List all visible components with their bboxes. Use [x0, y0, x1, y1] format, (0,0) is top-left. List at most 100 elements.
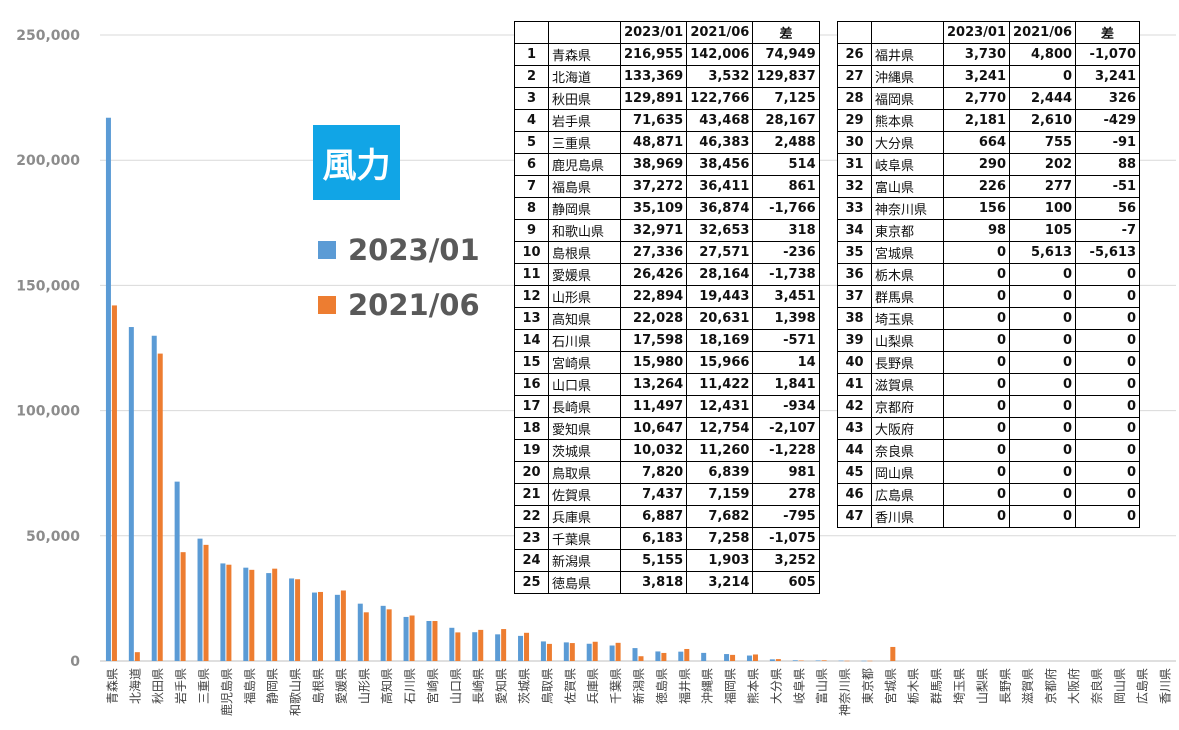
- legend-swatch-2023: [318, 241, 336, 259]
- bar-2021-5: [203, 544, 209, 661]
- table-row: 46 広島県 0 0 0: [837, 483, 1141, 506]
- rank-cell: 19: [514, 439, 549, 462]
- prefecture-cell: 宮城県: [871, 241, 944, 264]
- prefecture-cell: 群馬県: [871, 285, 944, 308]
- bar-2021-3: [157, 353, 163, 661]
- rank-cell: 10: [514, 241, 549, 264]
- bar-2021-12: [363, 612, 369, 661]
- chart-badge: 風力: [313, 125, 400, 200]
- value-2023-cell: 7,820: [619, 461, 688, 484]
- value-2023-cell: 10,032: [619, 439, 688, 462]
- value-2023-cell: 0: [942, 373, 1011, 396]
- bar-2023-29: [746, 655, 752, 661]
- header-cell: [548, 21, 621, 44]
- x-tick-label: 愛知県: [495, 668, 509, 704]
- table-row: 5 三重県 48,871 46,383 2,488: [514, 131, 820, 154]
- bar-2023-3: [151, 335, 157, 661]
- bar-2023-30: [769, 659, 775, 661]
- value-2021-cell: 3,214: [686, 571, 754, 594]
- diff-cell: 605: [752, 571, 820, 594]
- bar-2021-16: [455, 632, 461, 661]
- table-row: 11 愛媛県 26,426 28,164 -1,738: [514, 263, 820, 286]
- rank-cell: 44: [837, 439, 872, 462]
- x-tick-label: 愛媛県: [334, 668, 348, 704]
- rank-cell: 26: [837, 43, 872, 66]
- value-2021-cell: 202: [1009, 153, 1077, 176]
- table-row: 25 徳島県 3,818 3,214 605: [514, 571, 820, 594]
- x-tick-label: 広島県: [1135, 668, 1150, 704]
- value-2021-cell: 277: [1009, 175, 1077, 198]
- prefecture-cell: 新潟県: [548, 549, 621, 572]
- bar-2023-4: [174, 481, 180, 661]
- value-2021-cell: 38,456: [686, 153, 754, 176]
- rank-cell: 20: [514, 461, 549, 484]
- value-2023-cell: 0: [942, 461, 1011, 484]
- header-cell: [871, 21, 944, 44]
- bar-2023-32: [815, 660, 821, 661]
- x-tick-label: 島根県: [311, 668, 326, 704]
- value-2023-cell: 5,155: [619, 549, 688, 572]
- bar-2023-22: [586, 643, 592, 661]
- bar-2023-21: [563, 642, 569, 661]
- prefecture-cell: 秋田県: [548, 87, 621, 110]
- value-2023-cell: 35,109: [619, 197, 688, 220]
- x-tick-label: 青森県: [104, 668, 119, 704]
- prefecture-cell: 和歌山県: [548, 219, 621, 242]
- prefecture-cell: 山形県: [548, 285, 621, 308]
- bar-2021-2: [134, 652, 140, 661]
- rank-cell: 40: [837, 351, 872, 374]
- rank-cell: 2: [514, 65, 549, 88]
- x-tick-label: 滋賀県: [1021, 668, 1035, 704]
- bar-2021-8: [272, 568, 278, 661]
- x-tick-label: 山口県: [449, 668, 463, 704]
- value-2023-cell: 0: [942, 505, 1011, 528]
- y-tick-label: 250,000: [16, 28, 80, 44]
- diff-cell: 861: [752, 175, 820, 198]
- rank-cell: 28: [837, 87, 872, 110]
- bar-2021-14: [409, 615, 415, 661]
- x-tick-label: 兵庫県: [586, 668, 600, 704]
- x-tick-label: 大阪府: [1066, 668, 1081, 704]
- data-table-right: 2023/01 2021/06 差 26 福井県 3,730 4,800 -1,070 27 沖縄…: [837, 21, 1141, 528]
- value-2023-cell: 6,183: [619, 527, 688, 550]
- prefecture-cell: 北海道: [548, 65, 621, 88]
- value-2021-cell: 43,468: [686, 109, 754, 132]
- value-2023-cell: 98: [942, 219, 1011, 242]
- bar-2023-15: [426, 620, 432, 661]
- value-2021-cell: 7,159: [686, 483, 754, 506]
- value-2021-cell: 15,966: [686, 351, 754, 374]
- rank-cell: 47: [837, 505, 872, 528]
- x-tick-label: 岩手県: [173, 668, 188, 704]
- table-row: 42 京都府 0 0 0: [837, 395, 1141, 418]
- x-tick-label: 鳥取県: [539, 668, 554, 704]
- rank-cell: 24: [514, 549, 549, 572]
- diff-cell: -236: [752, 241, 820, 264]
- value-2023-cell: 2,181: [942, 109, 1011, 132]
- value-2023-cell: 0: [942, 351, 1011, 374]
- table-row: 2 北海道 133,369 3,532 129,837: [514, 65, 820, 88]
- bar-2023-14: [403, 616, 409, 661]
- value-2021-cell: 0: [1009, 373, 1077, 396]
- rank-cell: 14: [514, 329, 549, 352]
- prefecture-cell: 宮崎県: [548, 351, 621, 374]
- prefecture-cell: 三重県: [548, 131, 621, 154]
- value-2023-cell: 10,647: [619, 417, 688, 440]
- value-2023-cell: 0: [942, 439, 1011, 462]
- rank-cell: 27: [837, 65, 872, 88]
- x-tick-label: 新潟県: [631, 668, 646, 704]
- bar-2021-28: [730, 654, 736, 661]
- bar-2023-9: [289, 578, 295, 661]
- value-2023-cell: 11,497: [619, 395, 688, 418]
- value-2023-cell: 26,426: [619, 263, 688, 286]
- value-2021-cell: 5,613: [1009, 241, 1077, 264]
- x-tick-label: 静岡県: [266, 668, 280, 704]
- x-tick-label: 山形県: [357, 668, 371, 704]
- x-tick-label: 高知県: [379, 668, 394, 704]
- diff-cell: -51: [1075, 175, 1141, 198]
- bar-2021-7: [249, 569, 255, 661]
- data-table-left: 2023/01 2021/06 差 1 青森県 216,955 142,006 74,949 2…: [514, 21, 820, 594]
- bar-2021-30: [775, 659, 781, 661]
- table-row: 44 奈良県 0 0 0: [837, 439, 1141, 462]
- diff-cell: -2,107: [752, 417, 820, 440]
